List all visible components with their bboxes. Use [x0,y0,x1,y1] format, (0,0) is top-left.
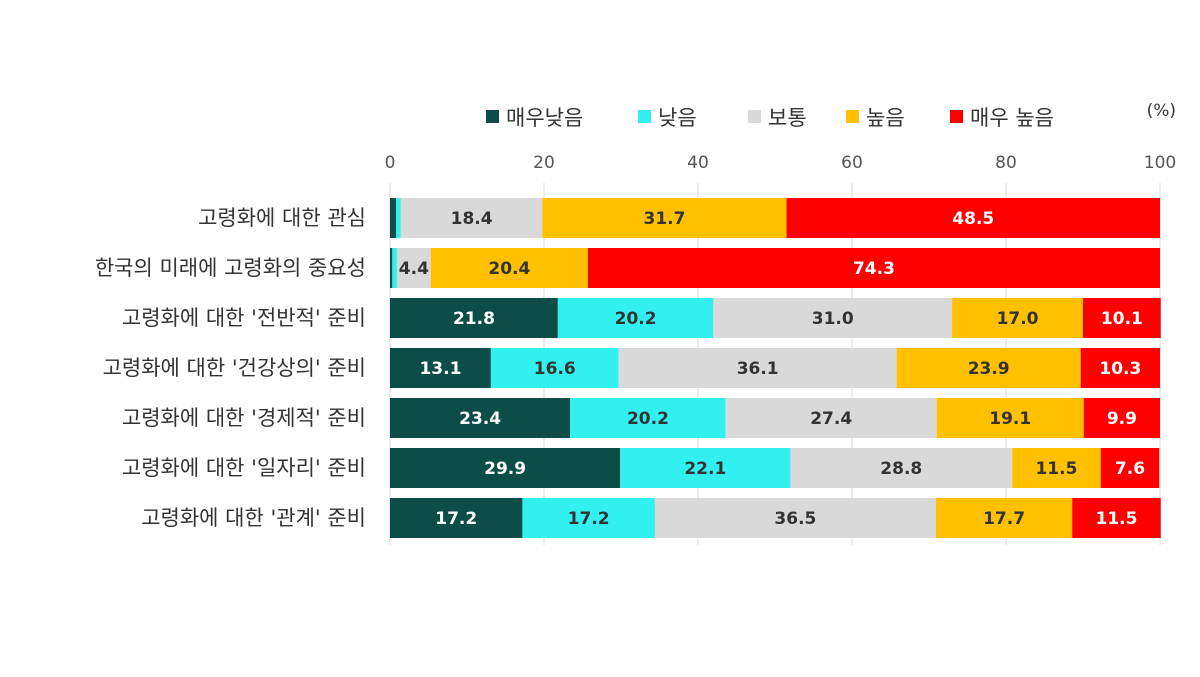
data-label: 27.4 [810,409,852,429]
bar-segment [713,298,953,338]
bar-segment [390,348,491,388]
legend-swatch [950,110,963,123]
bar-segment [557,298,714,338]
legend-label: 매우 높음 [970,106,1054,130]
bar-segment [786,198,1160,238]
x-tick-label: 80 [995,153,1017,173]
bar-segment [390,398,571,438]
data-label: 9.9 [1107,409,1137,429]
bar-segment [522,498,655,538]
x-tick-label: 0 [385,153,396,173]
bar-segment [952,298,1083,338]
legend-label: 보통 [768,106,807,130]
data-label: 11.5 [1035,459,1077,479]
legend-label: 높음 [866,106,905,130]
data-label: 21.8 [453,309,495,329]
data-label: 28.8 [880,459,922,479]
bar-segment [1080,348,1160,388]
data-label: 48.5 [952,209,994,229]
data-label: 17.2 [568,509,610,529]
bar-segment [396,248,431,288]
bar-segment [490,348,619,388]
data-label: 23.4 [459,409,501,429]
data-label: 17.0 [997,309,1039,329]
bar-segment [392,248,397,288]
data-label: 36.1 [737,359,779,379]
x-tick-label: 20 [533,153,555,173]
bar-segment [1083,398,1160,438]
data-label: 13.1 [419,359,461,379]
bars: 18.4 31.7 48.5 4.4 20.4 74.3 21.8 20.2 31.0 17.0 1… [390,198,1161,538]
category-label: 고령화에 대한 '일자리' 준비 [122,456,366,480]
data-label: 20.2 [615,309,657,329]
data-label: 11.5 [1096,509,1138,529]
bar-segment [430,248,588,288]
data-label: 20.4 [488,259,530,279]
legend-swatch [748,110,761,123]
category-label: 고령화에 대한 관심 [198,206,366,230]
category-label: 고령화에 대한 '건강상의' 준비 [103,356,366,380]
data-label: 19.1 [989,409,1031,429]
bar-segment [1072,498,1161,538]
bar-segment [390,248,393,288]
legend-swatch [638,110,651,123]
bar-segment [570,398,726,438]
category-label: 한국의 미래에 고령화의 중요성 [95,256,366,280]
data-label: 29.9 [484,459,526,479]
data-label: 10.1 [1101,309,1143,329]
bar-segment [1083,298,1161,338]
unit-label: (%) [1147,101,1176,121]
category-label: 고령화에 대한 '경제적' 준비 [122,406,366,430]
legend-swatch [846,110,859,123]
bar-segment [618,348,897,388]
bar-segment [896,348,1081,388]
bar-segment [400,198,543,238]
data-label: 18.4 [451,209,493,229]
bar-segment [390,198,397,238]
data-label: 20.2 [627,409,669,429]
bar-segment [587,248,1160,288]
data-label: 10.3 [1099,359,1141,379]
bar-segment [542,198,787,238]
x-tick-label: 100 [1144,153,1176,173]
x-axis-ticks: 0 20 40 60 80 100 [385,153,1177,173]
data-label: 31.0 [812,309,854,329]
data-label: 4.4 [399,259,429,279]
bar-segment [654,498,936,538]
bar-segment [390,448,621,488]
data-label: 23.9 [968,359,1010,379]
data-label: 17.7 [983,509,1025,529]
x-tick-label: 60 [841,153,863,173]
bar-segment [390,298,558,338]
data-label: 7.6 [1115,459,1145,479]
category-label: 고령화에 대한 '전반적' 준비 [122,306,366,330]
legend-label: 낮음 [658,106,697,130]
bar-segment [1100,448,1160,488]
x-tick-label: 40 [687,153,709,173]
bar-segment [936,398,1084,438]
legend-swatch [486,110,499,123]
data-label: 16.6 [534,359,576,379]
category-label: 고령화에 대한 '관계' 준비 [141,506,366,530]
bar-segment [620,448,791,488]
data-label: 17.2 [435,509,477,529]
bar-segment [396,198,401,238]
legend-label: 매우낮음 [506,106,583,130]
data-label: 22.1 [684,459,726,479]
bar-segment [1012,448,1101,488]
bar-segment [790,448,1013,488]
data-label: 74.3 [853,259,895,279]
bar-segment [390,498,523,538]
bar-segment [935,498,1073,538]
data-label: 31.7 [644,209,686,229]
data-label: 36.5 [774,509,816,529]
legend: 매우낮음 낮음 보통 높음 매우 높음 [486,106,1054,130]
bar-segment [725,398,937,438]
